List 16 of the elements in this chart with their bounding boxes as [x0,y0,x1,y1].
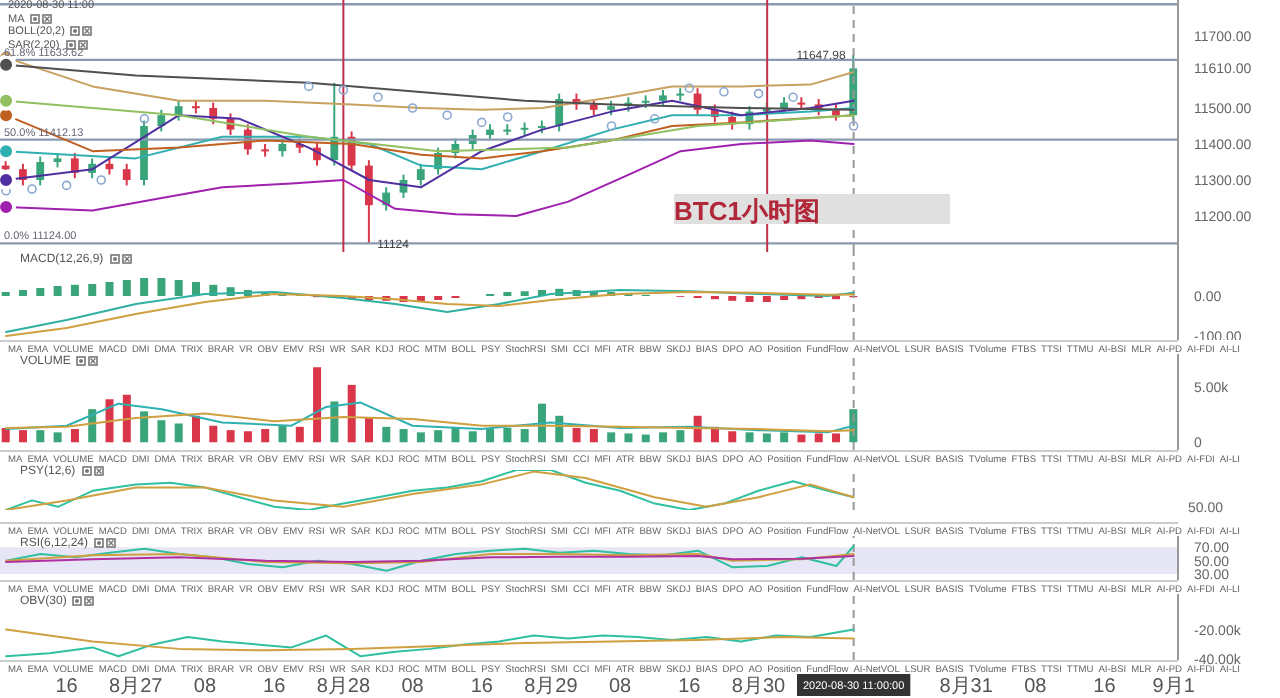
annotation: BTC1小时图 [674,196,820,226]
x-tick-label: 16 [1093,676,1117,698]
x-tick-label: 9月1 [1152,676,1196,698]
x-tick-label: 08 [193,676,217,698]
x-tick-label: 8月29 [524,676,579,698]
x-tick-label: 8月28 [316,676,371,698]
x-tick-label: 8月27 [109,676,164,698]
x-tick-label: 16 [678,676,702,698]
x-tick-label: 16 [55,676,79,698]
x-tick-label: 08 [401,676,425,698]
x-tick-label: 16 [263,676,287,698]
x-tick-label: 8月30 [731,676,787,698]
x-tick-label: 16 [470,676,494,698]
x-tick-label: 8月31 [939,676,994,698]
x-tick-label: 08 [1024,676,1048,698]
x-tick-label: 08 [609,676,633,698]
